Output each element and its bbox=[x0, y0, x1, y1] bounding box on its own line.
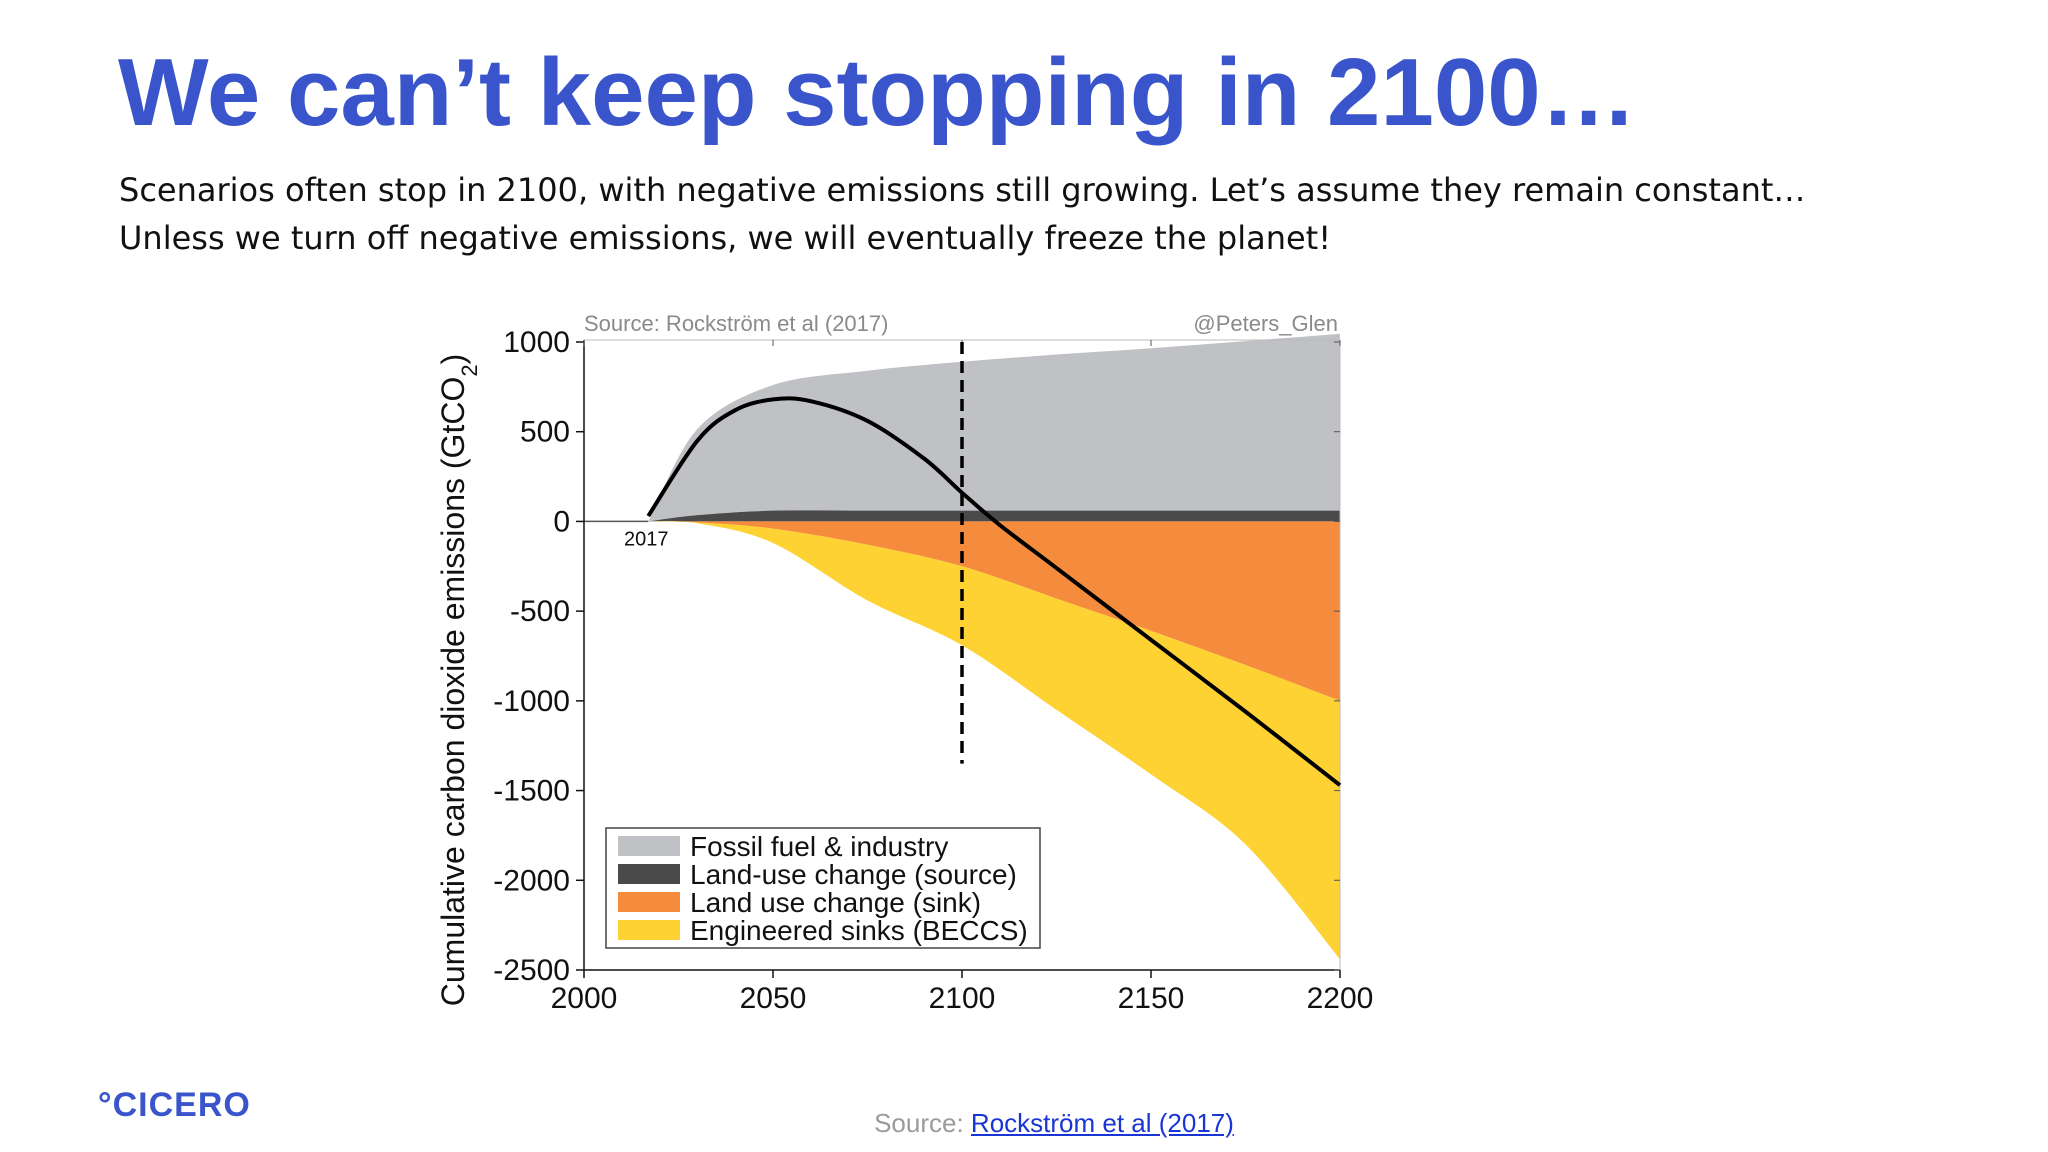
area-land-use-source bbox=[648, 510, 1340, 522]
chart-source-note: Source: Rockström et al (2017) bbox=[584, 311, 888, 336]
legend-swatch-landuse-source bbox=[618, 864, 680, 884]
x-tick-label: 2050 bbox=[740, 982, 807, 1015]
y-tick-label: -1500 bbox=[493, 775, 570, 808]
start-year-label: 2017 bbox=[624, 528, 669, 550]
legend-label: Land use change (sink) bbox=[690, 887, 981, 918]
area-fossil-fuel-industry bbox=[648, 333, 1340, 522]
y-tick-label: -2500 bbox=[493, 954, 570, 987]
legend-label: Fossil fuel & industry bbox=[690, 831, 948, 862]
slide-title: We can’t keep stopping in 2100… bbox=[118, 39, 1637, 146]
y-tick-label: -1000 bbox=[493, 685, 570, 718]
chart-areas bbox=[648, 333, 1340, 960]
legend-swatch-landuse-sink bbox=[618, 892, 680, 912]
x-tick-label: 2150 bbox=[1118, 982, 1185, 1015]
x-tick-label: 2000 bbox=[551, 982, 618, 1015]
chart-credit-note: @Peters_Glen bbox=[1193, 311, 1338, 336]
footer-source: Source: Rockström et al (2017) bbox=[0, 1108, 2048, 1139]
y-tick-label: -2000 bbox=[493, 864, 570, 897]
legend-label: Land-use change (source) bbox=[690, 859, 1017, 890]
legend-label: Engineered sinks (BECCS) bbox=[690, 915, 1028, 946]
y-tick-label: 1000 bbox=[503, 326, 570, 359]
y-tick-label: -500 bbox=[510, 595, 570, 628]
y-tick-label: 500 bbox=[520, 416, 570, 449]
y-axis-label: Cumulative carbon dioxide emissions (GtC… bbox=[435, 354, 482, 1006]
cicero-logo: °CICERO bbox=[98, 1086, 251, 1124]
net-emissions-line bbox=[646, 396, 1342, 787]
footer-source-prefix: Source: bbox=[874, 1108, 971, 1138]
y-tick-label: 0 bbox=[553, 505, 570, 538]
area-engineered-sinks bbox=[648, 521, 1340, 960]
footer-source-link[interactable]: Rockström et al (2017) bbox=[970, 1108, 1234, 1138]
subtitle-line-2: Unless we turn off negative emissions, w… bbox=[119, 219, 1332, 257]
area-land-use-sink bbox=[648, 521, 1340, 701]
legend-swatch-fossil bbox=[618, 836, 680, 856]
x-tick-label: 2100 bbox=[929, 982, 996, 1015]
slide-subtitle: Scenarios often stop in 2100, with negat… bbox=[119, 166, 1805, 262]
x-tick-label: 2200 bbox=[1307, 982, 1374, 1015]
legend-swatch-beccs bbox=[618, 920, 680, 940]
subtitle-line-1: Scenarios often stop in 2100, with negat… bbox=[119, 171, 1806, 209]
